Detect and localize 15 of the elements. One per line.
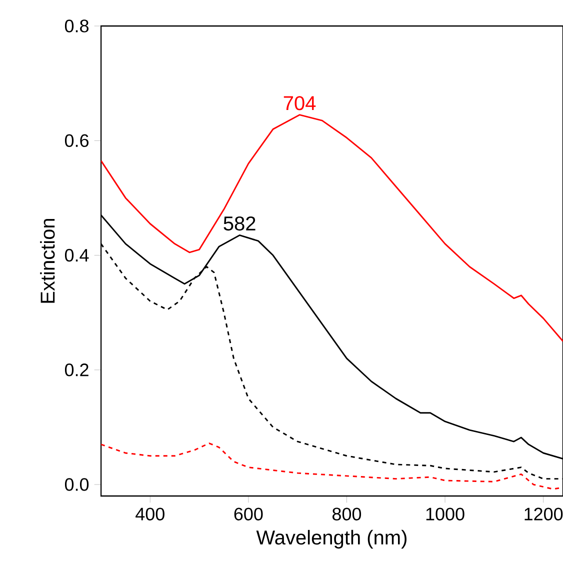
x-tick-label: 800 (332, 508, 362, 520)
y-tick-label: 0.4 (64, 248, 89, 262)
y-axis-title: Extinction (40, 218, 55, 303)
x-tick-label: 600 (234, 508, 263, 520)
x-tick-label: 400 (136, 508, 164, 520)
line-series (101, 114, 563, 342)
y-tick-label: 0.0 (64, 478, 89, 491)
y-tick-label: 0.8 (64, 20, 88, 32)
x-axis-title: Wavelength (nm) (256, 530, 406, 549)
annotation: 704 (284, 96, 316, 110)
x-tick-label: 1200 (524, 508, 563, 520)
x-tick-label: 1000 (426, 508, 464, 520)
annotation: 582 (224, 216, 256, 231)
y-tick-label: 0.6 (64, 134, 88, 147)
y-tick-label: 0.2 (64, 364, 88, 376)
